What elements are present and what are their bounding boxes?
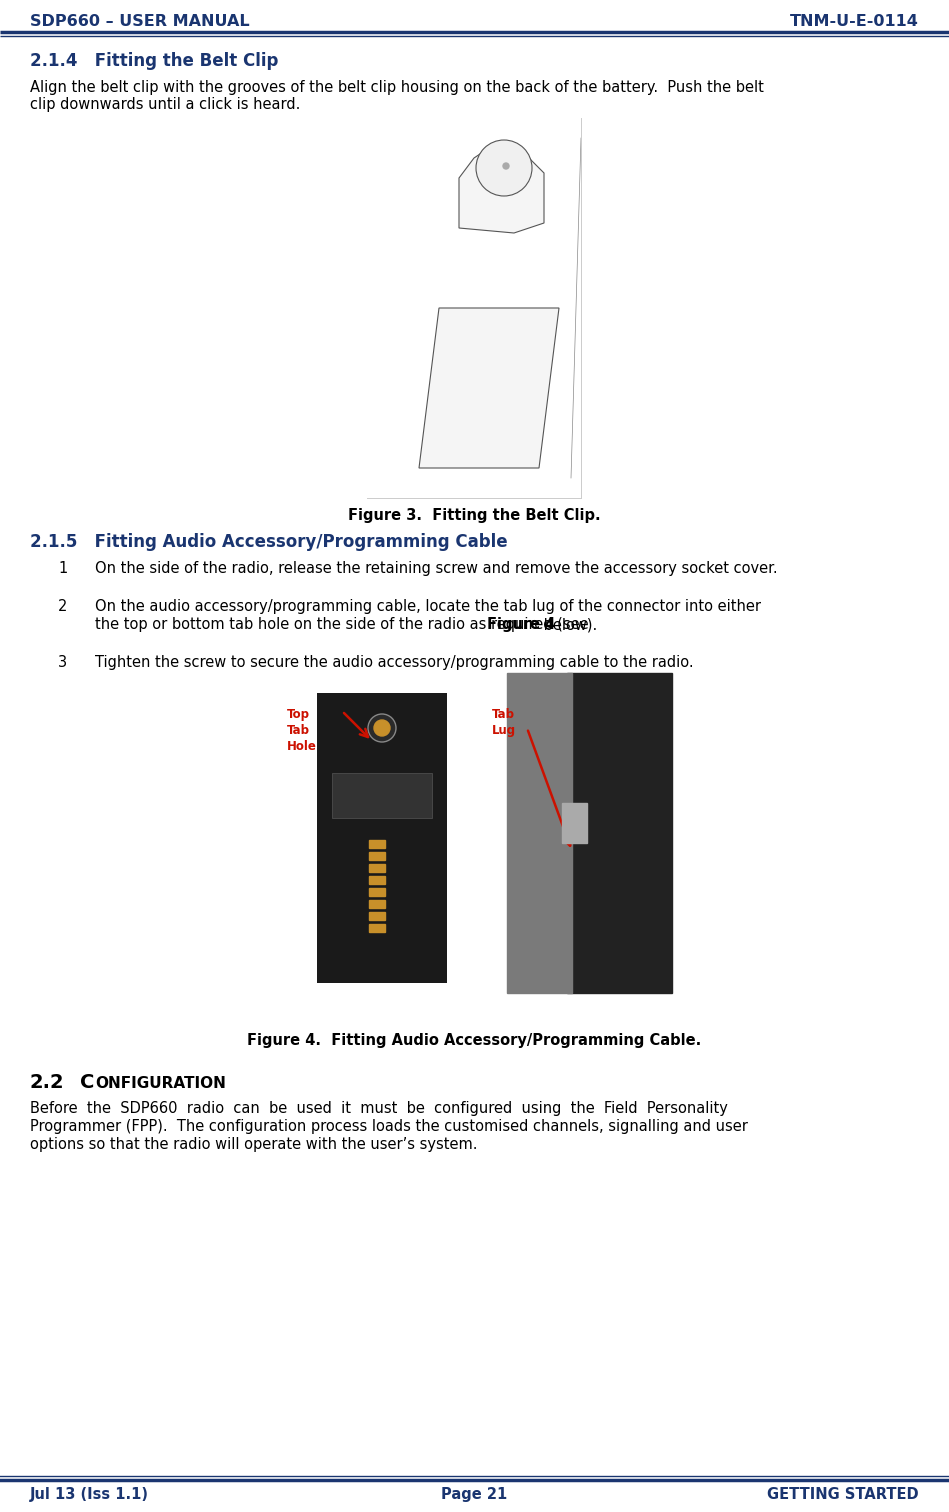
Text: 2.1.4   Fitting the Belt Clip: 2.1.4 Fitting the Belt Clip [30,51,278,70]
Text: Before  the  SDP660  radio  can  be  used  it  must  be  configured  using  the : Before the SDP660 radio can be used it m… [30,1101,728,1116]
Text: the top or bottom tab hole on the side of the radio as required (see: the top or bottom tab hole on the side o… [95,617,593,632]
Text: Tab
Lug: Tab Lug [492,708,516,736]
Bar [507,673,572,993]
Text: Page 21: Page 21 [441,1486,508,1501]
Text: Jul 13 (Iss 1.1): Jul 13 (Iss 1.1) [30,1486,149,1501]
Bar [369,924,385,931]
Bar [369,900,385,909]
Circle shape [503,163,509,169]
Bar [369,888,385,897]
Text: On the audio accessory/programming cable, locate the tab lug of the connector in: On the audio accessory/programming cable… [95,599,761,614]
Text: C: C [80,1074,94,1092]
Text: Programmer (FPP).  The configuration process loads the customised channels, sign: Programmer (FPP). The configuration proc… [30,1119,748,1134]
Text: Top
Tab
Hole: Top Tab Hole [287,708,317,753]
Bar [507,673,672,993]
Text: 3: 3 [58,655,67,670]
Text: 1: 1 [58,561,67,576]
Bar [369,841,385,848]
Text: SDP660 – USER MANUAL: SDP660 – USER MANUAL [30,14,250,29]
Polygon shape [419,308,559,469]
Text: below).: below). [539,617,597,632]
Circle shape [476,141,532,197]
Text: clip downwards until a click is heard.: clip downwards until a click is heard. [30,97,301,112]
Text: Figure 4.  Fitting Audio Accessory/Programming Cable.: Figure 4. Fitting Audio Accessory/Progra… [248,1033,701,1048]
Text: Figure 4: Figure 4 [487,617,555,632]
Text: GETTING STARTED: GETTING STARTED [768,1486,919,1501]
Polygon shape [459,148,544,233]
Text: 2.1.5   Fitting Audio Accessory/Programming Cable: 2.1.5 Fitting Audio Accessory/Programmin… [30,534,508,550]
Bar [369,863,385,872]
Text: 2: 2 [58,599,67,614]
Text: TNM-U-E-0114: TNM-U-E-0114 [791,14,919,29]
Bar [369,912,385,919]
Text: 2.2: 2.2 [30,1074,65,1092]
Bar [567,673,672,993]
Text: Tighten the screw to secure the audio accessory/programming cable to the radio.: Tighten the screw to secure the audio ac… [95,655,694,670]
Bar [317,692,447,983]
Text: Figure 3.  Fitting the Belt Clip.: Figure 3. Fitting the Belt Clip. [348,508,601,523]
Text: options so that the radio will operate with the user’s system.: options so that the radio will operate w… [30,1137,477,1152]
Bar [369,875,385,885]
Text: ONFIGURATION: ONFIGURATION [95,1077,226,1092]
Bar [332,773,432,818]
Circle shape [374,720,390,736]
Circle shape [368,714,396,742]
Bar [562,803,587,844]
Text: On the side of the radio, release the retaining screw and remove the accessory s: On the side of the radio, release the re… [95,561,777,576]
Bar [369,851,385,860]
Text: Align the belt clip with the grooves of the belt clip housing on the back of the: Align the belt clip with the grooves of … [30,80,764,95]
